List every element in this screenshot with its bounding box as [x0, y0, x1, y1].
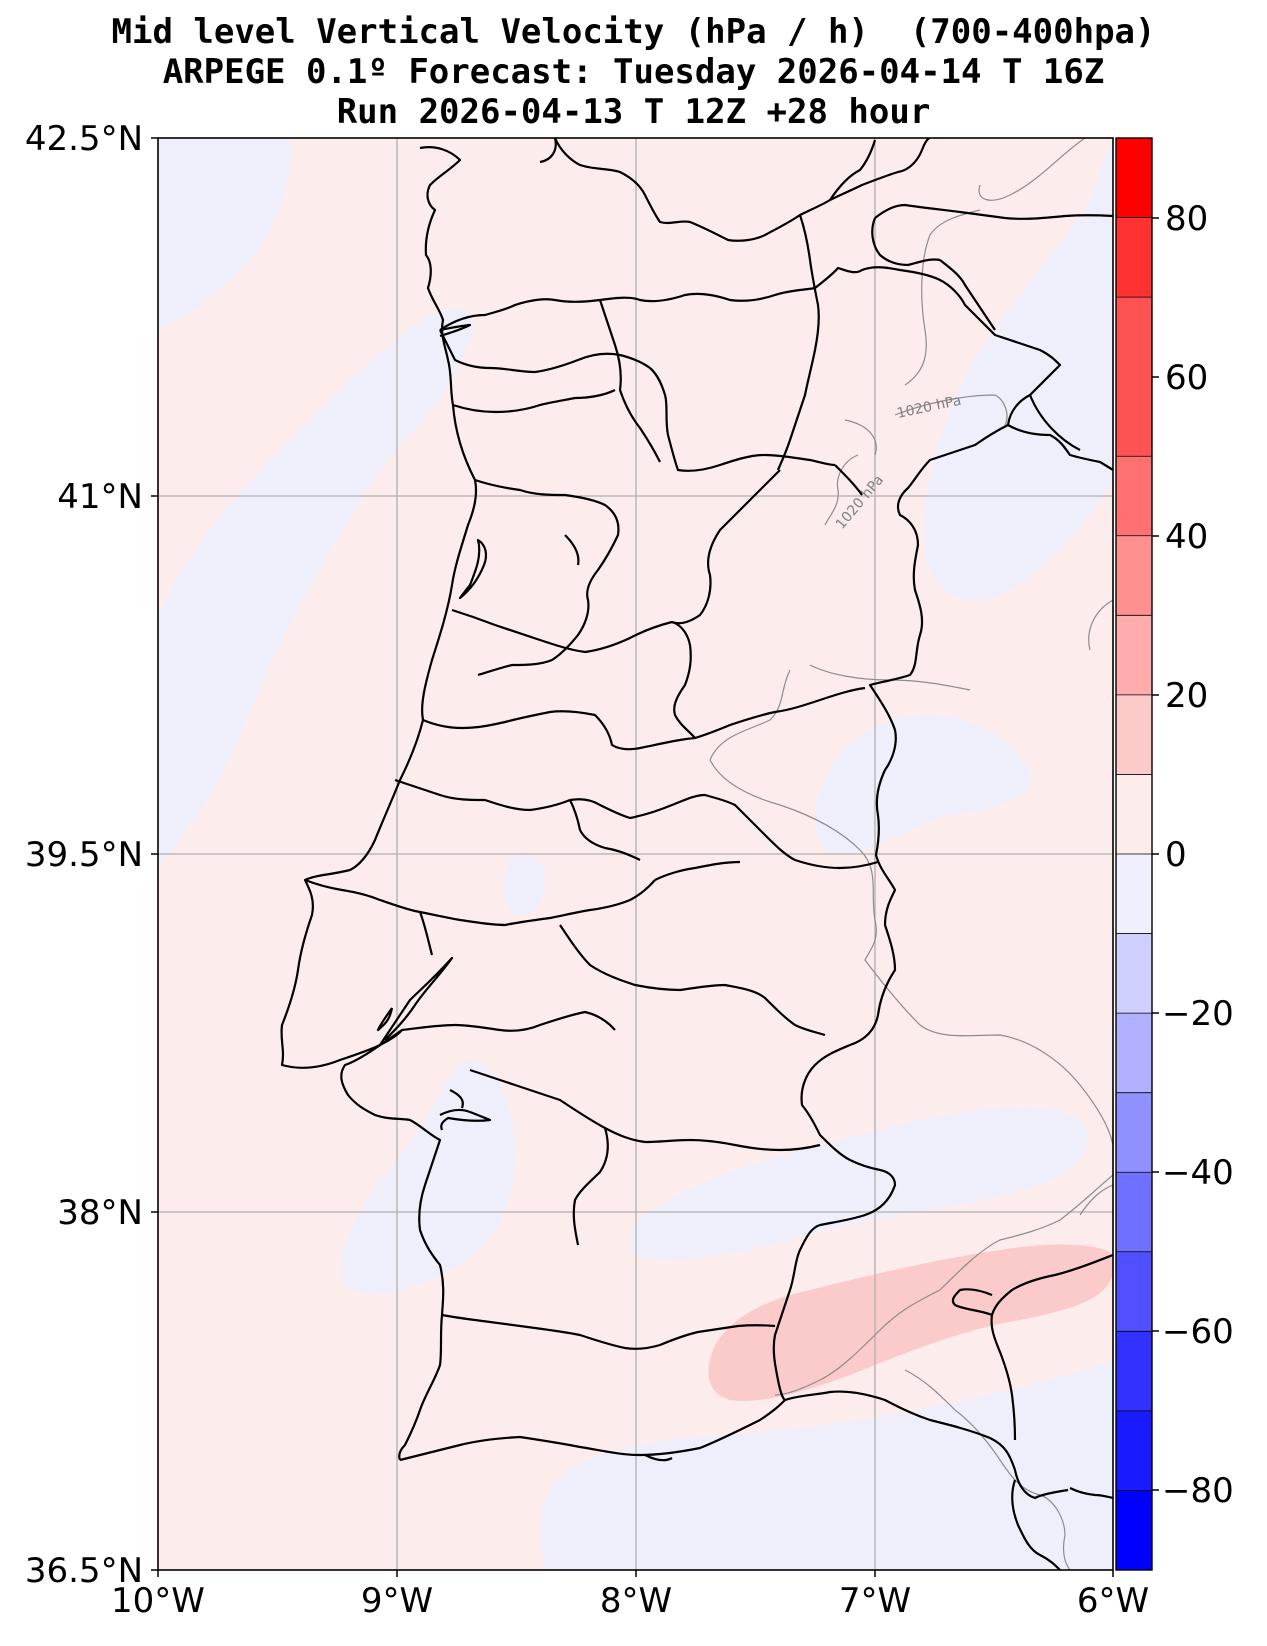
district-border-4 [452, 389, 616, 414]
colorbar-segment [1116, 694, 1152, 775]
graticule [158, 138, 1113, 1570]
field-negative-east-central [815, 715, 1030, 855]
lat-tick-label-1: 42.5°N [25, 119, 143, 159]
colorbar-segment [1116, 1251, 1152, 1332]
colorbar-segment [1116, 456, 1152, 536]
district-border-13 [559, 924, 826, 1037]
lagoon [644, 1454, 673, 1462]
colorbar-segment [1116, 615, 1152, 695]
district-border-7 [671, 464, 863, 625]
colorbar-segment [1116, 1013, 1152, 1093]
minho-estuary [439, 323, 472, 338]
lon-tick-label-4: 7°W [839, 1581, 911, 1621]
colorbar-segment [1116, 535, 1152, 616]
field-negative-northeast [924, 138, 1113, 600]
colorbar-segment [1116, 1331, 1152, 1411]
lon-tick-label-1: 10°W [111, 1581, 205, 1621]
border-galicia [553, 138, 931, 242]
colorbar-segment [1116, 933, 1152, 1014]
district-border-17 [441, 1313, 776, 1350]
field-positive-band [708, 1244, 1113, 1401]
colorbar-segment [1116, 1490, 1152, 1570]
border-spain-portugal-east [772, 424, 1009, 1401]
district-border-3 [598, 214, 820, 471]
district-border-16 [572, 1127, 609, 1246]
district-border-5 [474, 478, 620, 677]
lon-tick-label-2: 9°W [361, 1581, 433, 1621]
field-negative-offshore-band [158, 308, 473, 870]
tagus-estuary [376, 956, 454, 1046]
colorbar-tick-label-60: 60 [1165, 358, 1208, 398]
colorbar-tick-label-20: 20 [1165, 676, 1208, 716]
district-border-6 [451, 608, 696, 739]
boundaries [280, 138, 1113, 1570]
district-border-15 [469, 1068, 821, 1152]
colorbar-tick-label-40: 40 [1165, 517, 1208, 557]
border-zamora [1028, 394, 1081, 451]
lat-axis [151, 137, 158, 1571]
district-border-14 [401, 1010, 616, 1032]
lon-axis [157, 1570, 1114, 1577]
aveiro-lagoon [458, 538, 488, 600]
colorbar-segment [1116, 1092, 1152, 1173]
isobar-lines [709, 138, 1113, 1570]
colorbar-segment [1116, 774, 1152, 854]
lon-tick-label-5: 6°W [1077, 1581, 1149, 1621]
colorbar-tick-label-neg60: −60 [1162, 1312, 1234, 1352]
district-border-9 [394, 778, 879, 870]
lat-tick-label-2: 41°N [57, 477, 143, 517]
lat-tick-label-4: 38°N [57, 1193, 143, 1233]
chart-title: Mid level Vertical Velocity (hPa / h) (7… [0, 12, 1267, 132]
field-negative-small-spot [503, 855, 545, 916]
colorbar-tick-label-neg40: −40 [1162, 1153, 1234, 1193]
district-border-11 [304, 878, 461, 956]
colorbar-segment [1116, 297, 1152, 457]
lat-tick-label-3: 39.5°N [25, 835, 143, 875]
border-leon [939, 259, 996, 331]
colorbar-tick-label-neg20: −20 [1162, 994, 1234, 1034]
title-line-1: Mid level Vertical Velocity (hPa / h) (7… [111, 12, 1156, 52]
district-border-12 [459, 860, 741, 927]
colorbar-segment [1116, 138, 1152, 218]
sado-estuary [439, 1089, 492, 1131]
lon-tick-label-3: 8°W [600, 1581, 672, 1621]
coastline-south-east [1069, 1487, 1113, 1500]
district-border-south-spain [951, 1253, 1113, 1441]
district-border-1 [439, 329, 651, 374]
colorbar-segment [1116, 1172, 1152, 1252]
field-negative-northwest [158, 138, 291, 330]
colorbar-tick-label-neg80: −80 [1162, 1471, 1234, 1511]
colorbar-segment [1116, 854, 1152, 934]
title-line-2: ARPEGE 0.1º Forecast: Tuesday 2026-04-14… [162, 52, 1105, 92]
colorbar-ticks [1152, 217, 1159, 1491]
colorbar-segment [1116, 1410, 1152, 1491]
colorbar [1116, 137, 1152, 1570]
title-line-3: Run 2026-04-13 T 12Z +28 hour [336, 92, 931, 132]
border-north [439, 266, 1113, 471]
district-border-10 [569, 799, 641, 861]
map-area: 1020 hPa 1020 hPa [158, 138, 1113, 1570]
colorbar-tick-label-80: 80 [1165, 199, 1208, 239]
district-border-2 [649, 367, 836, 472]
lat-tick-label-5: 36.5°N [25, 1551, 143, 1591]
field-negative-south [541, 1360, 1113, 1570]
border-asturias [871, 203, 1113, 267]
colorbar-segment [1116, 217, 1152, 298]
field-negative-south-central [630, 1107, 1089, 1260]
district-border-8 [422, 686, 866, 751]
colorbar-tick-label-0: 0 [1165, 835, 1187, 875]
